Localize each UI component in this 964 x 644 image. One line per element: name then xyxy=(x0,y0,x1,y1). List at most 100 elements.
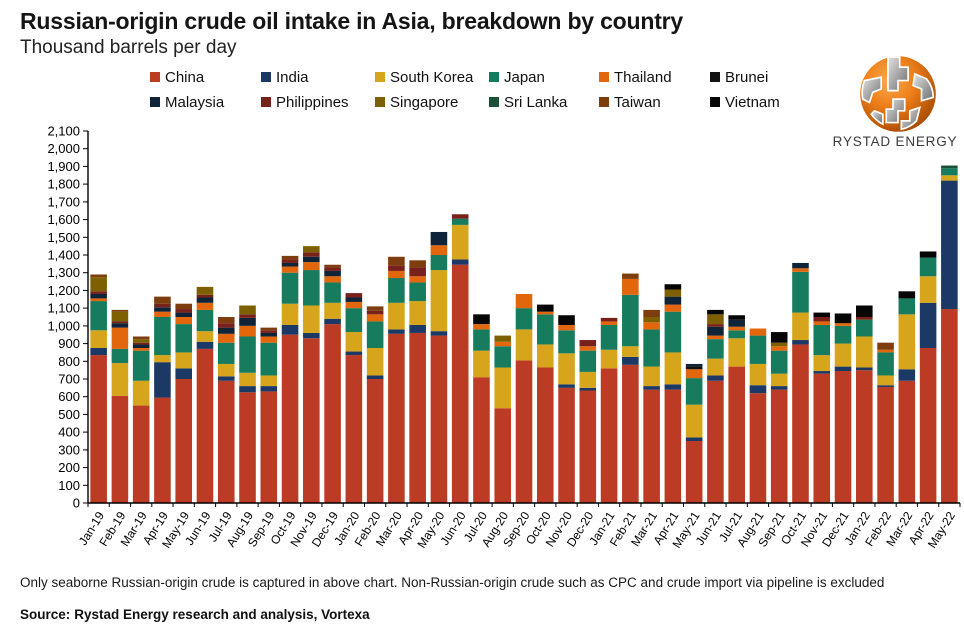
bar-segment-china xyxy=(558,387,575,503)
bar-segment-south-korea xyxy=(643,366,660,387)
bar-segment-philippines xyxy=(175,309,192,313)
bar-segment-taiwan xyxy=(260,327,278,331)
bar-segment-south-korea xyxy=(409,301,426,325)
y-tick-label: 1,200 xyxy=(47,283,80,298)
bar-segment-china xyxy=(494,408,512,503)
bar-segment-japan xyxy=(707,339,724,359)
y-tick-label: 1,300 xyxy=(47,265,80,280)
bar-segment-philippines xyxy=(196,294,214,298)
bar-segment-india xyxy=(196,341,214,349)
bar-segment-malaysia xyxy=(303,256,320,263)
bar-segment-japan xyxy=(90,301,107,331)
legend-label: Sri Lanka xyxy=(504,93,568,111)
legend-item-india: India xyxy=(261,69,309,86)
bar-segment-india xyxy=(366,375,384,379)
bar-segment-japan xyxy=(366,321,384,348)
bar-segment-thailand xyxy=(175,317,192,325)
bar-segment-india xyxy=(834,366,852,372)
bar-segment-china xyxy=(515,360,533,503)
y-tick-label: 600 xyxy=(58,389,80,404)
legend-item-china: China xyxy=(150,69,204,86)
bar-segment-china xyxy=(345,355,363,503)
bar-segment-japan xyxy=(175,324,192,353)
bar-segment-china xyxy=(685,441,703,503)
bar-segment-thailand xyxy=(558,324,575,331)
bar-segment-south-korea xyxy=(792,312,809,341)
bar-segment-vietnam xyxy=(919,251,937,258)
bar-segment-india xyxy=(919,302,937,348)
bar-segment-south-korea xyxy=(622,346,639,357)
bar-segment-taiwan xyxy=(622,273,639,279)
bar-segment-philippines xyxy=(324,267,341,271)
legend-swatch-icon xyxy=(261,97,271,107)
bar-segment-india xyxy=(941,180,958,310)
bar-segment-south-korea xyxy=(473,350,490,378)
bar-segment-japan xyxy=(877,352,894,376)
y-tick-label: 800 xyxy=(58,354,80,369)
bar-segment-south-korea xyxy=(515,329,533,361)
rystad-logo xyxy=(838,52,958,152)
bar-segment-japan xyxy=(154,317,171,356)
bar-segment-south-korea xyxy=(494,367,512,409)
bar-segment-sri-lanka xyxy=(941,165,958,169)
bar-segment-philippines xyxy=(154,303,171,308)
bar-segment-singapore xyxy=(239,305,256,315)
legend-label: Philippines xyxy=(276,93,349,111)
rystad-logo-text: RYSTAD ENERGY xyxy=(832,134,958,149)
bar-segment-singapore xyxy=(707,314,724,325)
bar-segment-japan xyxy=(281,272,299,304)
bar-segment-india xyxy=(388,329,405,334)
legend-label: Taiwan xyxy=(614,93,661,111)
bar-segment-china xyxy=(196,348,214,503)
bar-segment-south-korea xyxy=(430,270,448,332)
bar-segment-china xyxy=(834,371,852,503)
bar-segment-india xyxy=(175,368,192,379)
bar-segment-south-korea xyxy=(877,375,894,386)
bar-segment-taiwan xyxy=(324,264,341,268)
bar-segment-china xyxy=(388,333,405,503)
bar-segment-thailand xyxy=(643,322,660,330)
bar-segment-south-korea xyxy=(281,303,299,325)
bar-segment-south-korea xyxy=(558,353,575,385)
bar-segment-india xyxy=(90,348,107,356)
bar-segment-south-korea xyxy=(111,363,129,396)
bar-segment-china xyxy=(409,332,426,503)
bar-segment-thailand xyxy=(770,346,788,351)
bar-segment-philippines xyxy=(217,323,235,328)
bar-segment-china xyxy=(919,348,937,503)
bar-segment-india xyxy=(856,367,873,371)
bar-segment-philippines xyxy=(707,324,724,327)
bar-segment-malaysia xyxy=(707,326,724,336)
bar-segment-thailand xyxy=(90,298,107,302)
bar-segment-south-korea xyxy=(536,344,554,368)
bar-segment-china xyxy=(898,380,916,503)
bar-segment-singapore xyxy=(303,246,320,253)
bar-segment-japan xyxy=(111,348,129,364)
y-tick-label: 100 xyxy=(58,478,80,493)
bar-segment-malaysia xyxy=(345,297,363,302)
bar-segment-malaysia xyxy=(728,319,745,327)
bar-segment-thailand xyxy=(430,245,448,255)
legend-item-philippines: Philippines xyxy=(261,93,349,111)
bar-segment-india xyxy=(239,386,256,393)
bar-segment-india xyxy=(217,376,235,381)
y-tick-label: 400 xyxy=(58,425,80,440)
bar-segment-japan xyxy=(515,308,533,330)
bar-segment-china xyxy=(303,338,320,503)
legend-label: Thailand xyxy=(614,68,672,86)
bar-segment-japan xyxy=(749,335,767,364)
bar-segment-china xyxy=(792,344,809,503)
bar-segment-china xyxy=(111,395,129,503)
bar-segment-south-korea xyxy=(941,175,958,181)
bar-segment-vietnam xyxy=(664,284,682,290)
bar-segment-japan xyxy=(685,378,703,405)
bar-segment-india xyxy=(664,384,682,390)
bar-segment-taiwan xyxy=(366,306,384,311)
bar-segment-vietnam xyxy=(834,313,852,324)
bar-segment-singapore xyxy=(111,311,129,322)
bar-segment-china xyxy=(324,324,341,503)
bar-segment-south-korea xyxy=(345,332,363,352)
bar-segment-south-korea xyxy=(366,348,384,376)
